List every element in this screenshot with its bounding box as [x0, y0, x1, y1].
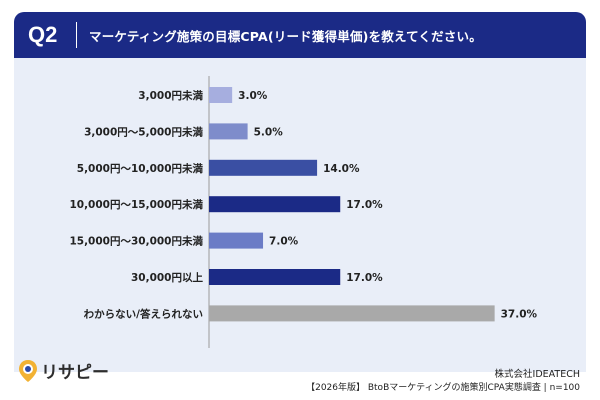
question-number: Q2 — [28, 22, 58, 47]
category-label: 10,000円〜15,000円未満 — [69, 198, 203, 211]
company-name: 株式会社IDEATECH — [494, 369, 580, 380]
category-label: 30,000円以上 — [131, 271, 204, 284]
logo-text: リサピー — [41, 363, 109, 383]
question-text: マーケティング施策の目標CPA(リード獲得単価)を教えてください。 — [89, 28, 482, 44]
bar-chart: 3,000円未満 3.0% 3,000円〜5,000円未満 5.0% 5,000円〜10… — [69, 76, 538, 348]
brand-logo: リサピー — [18, 358, 109, 383]
question-header: Q2 マーケティング施策の目標CPA(リード獲得単価)を教えてください。 — [14, 12, 586, 58]
value-label: 5.0% — [254, 126, 284, 138]
pin-logo-icon — [19, 359, 37, 382]
bar — [209, 87, 233, 103]
value-label: 37.0% — [501, 308, 538, 320]
bar — [209, 123, 248, 140]
category-label: 3,000円〜5,000円未満 — [84, 125, 203, 138]
bar — [209, 269, 341, 285]
category-label: わからない/答えられない — [84, 307, 203, 320]
chart-panel: 3,000円未満 3.0% 3,000円〜5,000円未満 5.0% 5,000円〜10… — [14, 58, 586, 372]
bar — [209, 196, 341, 213]
value-label: 14.0% — [323, 163, 360, 175]
bar — [209, 159, 318, 176]
value-label: 17.0% — [346, 199, 383, 211]
survey-source: 【2026年版】 BtoBマーケティングの施策別CPA実態調査 | n=100 — [306, 383, 580, 393]
header-divider — [76, 22, 77, 48]
bar — [209, 232, 264, 249]
category-label: 3,000円未満 — [138, 89, 203, 102]
bar — [209, 305, 495, 322]
value-label: 7.0% — [269, 236, 299, 248]
category-label: 5,000円〜10,000円未満 — [77, 162, 204, 175]
value-label: 3.0% — [238, 90, 268, 102]
value-label: 17.0% — [346, 272, 383, 284]
category-label: 15,000円〜30,000円未満 — [69, 235, 203, 248]
